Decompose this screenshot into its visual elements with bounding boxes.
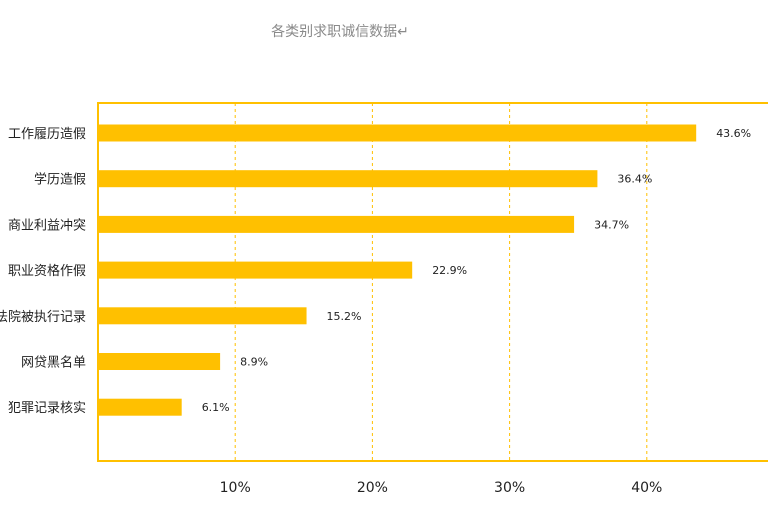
chart-title: 各类别求职诚信数据↵ [271,24,409,40]
bar [98,124,697,142]
value-label: 8.9% [240,356,268,369]
category-label: 犯罪记录核实 [8,401,86,416]
bar [98,353,221,370]
bar [98,398,182,416]
x-tick-label: 30% [494,480,525,496]
value-label: 15.2% [327,310,362,323]
bar [98,307,307,325]
category-label: 法院被执行记录 [0,310,86,325]
bar [98,215,575,233]
bar [98,261,413,279]
category-label: 职业资格作假 [8,263,86,279]
category-label: 工作履历造假 [8,127,86,142]
value-label: 6.1% [202,401,230,414]
value-label: 22.9% [432,264,467,277]
x-tick-label: 20% [357,480,388,496]
value-label: 43.6% [716,127,751,140]
x-tick-label: 10% [220,480,251,496]
category-label: 商业利益冲突 [8,217,86,233]
value-label: 36.4% [617,173,652,186]
category-label: 学历造假 [34,172,86,188]
category-label: 网贷黑名单 [21,355,86,371]
value-label: 34.7% [594,218,629,231]
x-tick-label: 40% [631,480,662,496]
bar [98,170,598,188]
plot-frame [97,102,768,462]
